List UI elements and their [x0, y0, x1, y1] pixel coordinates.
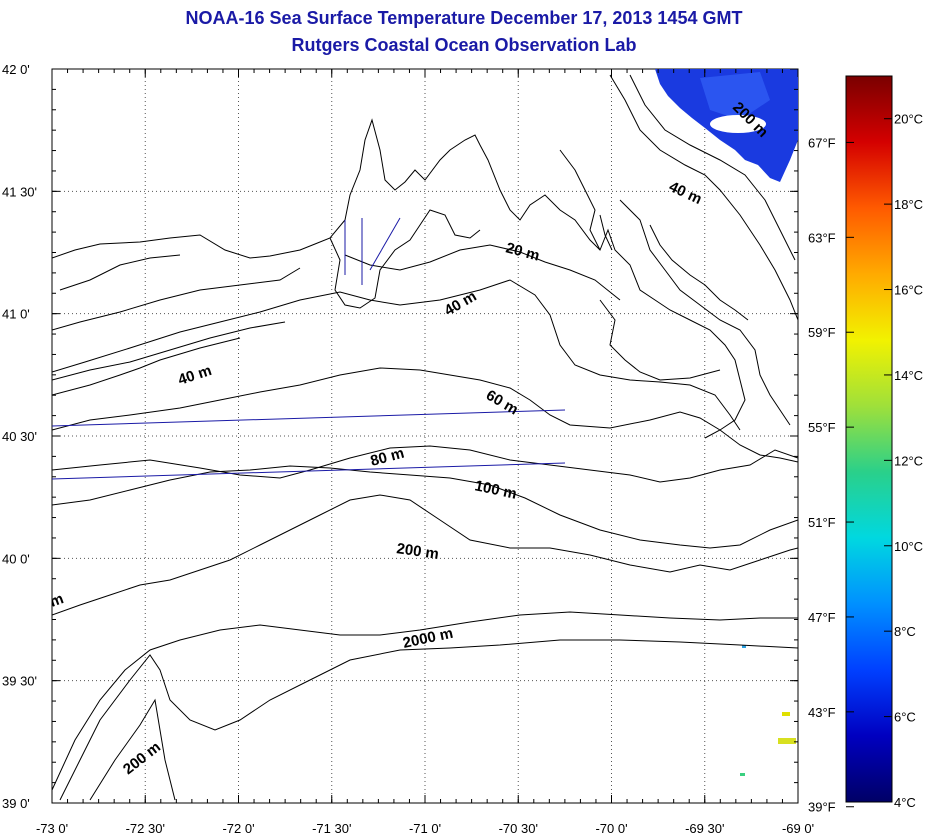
- celsius-tick-label: 16°C: [894, 283, 923, 298]
- map-axes: -73 0' -72 30' -72 0' -71 30' -71 0' -70 30' -…: [2, 62, 814, 836]
- lat-tick-label: 41 30': [2, 184, 37, 199]
- celsius-tick-label: 6°C: [894, 710, 916, 725]
- cloud-gap: [710, 115, 766, 133]
- coastline: [52, 118, 791, 439]
- lon-tick-label: -70 30': [499, 821, 538, 836]
- map-subtitle: Rutgers Coastal Ocean Observation Lab: [291, 35, 637, 55]
- fahrenheit-tick-label: 59°F: [808, 325, 836, 340]
- lon-tick-label: -73 0': [36, 821, 68, 836]
- bathymetry-contours: [52, 74, 798, 801]
- sst-warm-area: [700, 72, 770, 120]
- map-title: NOAA-16 Sea Surface Temperature December…: [185, 8, 743, 28]
- lon-tick-label: -72 0': [222, 821, 254, 836]
- celsius-tick-label: 8°C: [894, 624, 916, 639]
- lat-tick-label: 40 0': [2, 551, 30, 566]
- lat-tick-label: 39 0': [2, 796, 30, 811]
- lat-lon-grid: [52, 69, 798, 803]
- fahrenheit-tick-label: 55°F: [808, 420, 836, 435]
- sst-pixel: [782, 712, 790, 716]
- lon-tick-label: -69 0': [782, 821, 814, 836]
- lat-tick-label: 39 30': [2, 674, 37, 689]
- celsius-tick-label: 4°C: [894, 795, 916, 810]
- colorbar: [845, 75, 893, 803]
- lon-tick-label: -72 30': [126, 821, 165, 836]
- lat-tick-label: 40 30': [2, 429, 37, 444]
- fahrenheit-tick-label: 67°F: [808, 135, 836, 150]
- lon-tick-label: -71 0': [409, 821, 441, 836]
- fahrenheit-tick-label: 43°F: [808, 705, 836, 720]
- contour-label: 200 m: [395, 540, 439, 563]
- fahrenheit-tick-label: 51°F: [808, 515, 836, 530]
- lon-tick-label: -70 0': [595, 821, 627, 836]
- celsius-tick-label: 14°C: [894, 368, 923, 383]
- lat-tick-label: 41 0': [2, 307, 30, 322]
- fahrenheit-tick-label: 63°F: [808, 230, 836, 245]
- celsius-tick-label: 10°C: [894, 539, 923, 554]
- celsius-tick-label: 18°C: [894, 197, 923, 212]
- lon-tick-label: -71 30': [312, 821, 351, 836]
- sst-pixel: [778, 738, 796, 744]
- sst-pixel: [740, 773, 745, 776]
- sst-pixel: [742, 645, 746, 648]
- lat-tick-label: 42 0': [2, 62, 30, 77]
- colorbar-ticks: 20°C 18°C 16°C 14°C 12°C 10°C 8°C 6°C 4°C 67°F 63°…: [808, 112, 923, 815]
- fahrenheit-tick-label: 39°F: [808, 800, 836, 815]
- lon-tick-label: -69 30': [685, 821, 724, 836]
- satellite-track-lines: [52, 217, 566, 480]
- celsius-tick-label: 20°C: [894, 112, 923, 127]
- fahrenheit-tick-label: 47°F: [808, 610, 836, 625]
- celsius-tick-label: 12°C: [894, 453, 923, 468]
